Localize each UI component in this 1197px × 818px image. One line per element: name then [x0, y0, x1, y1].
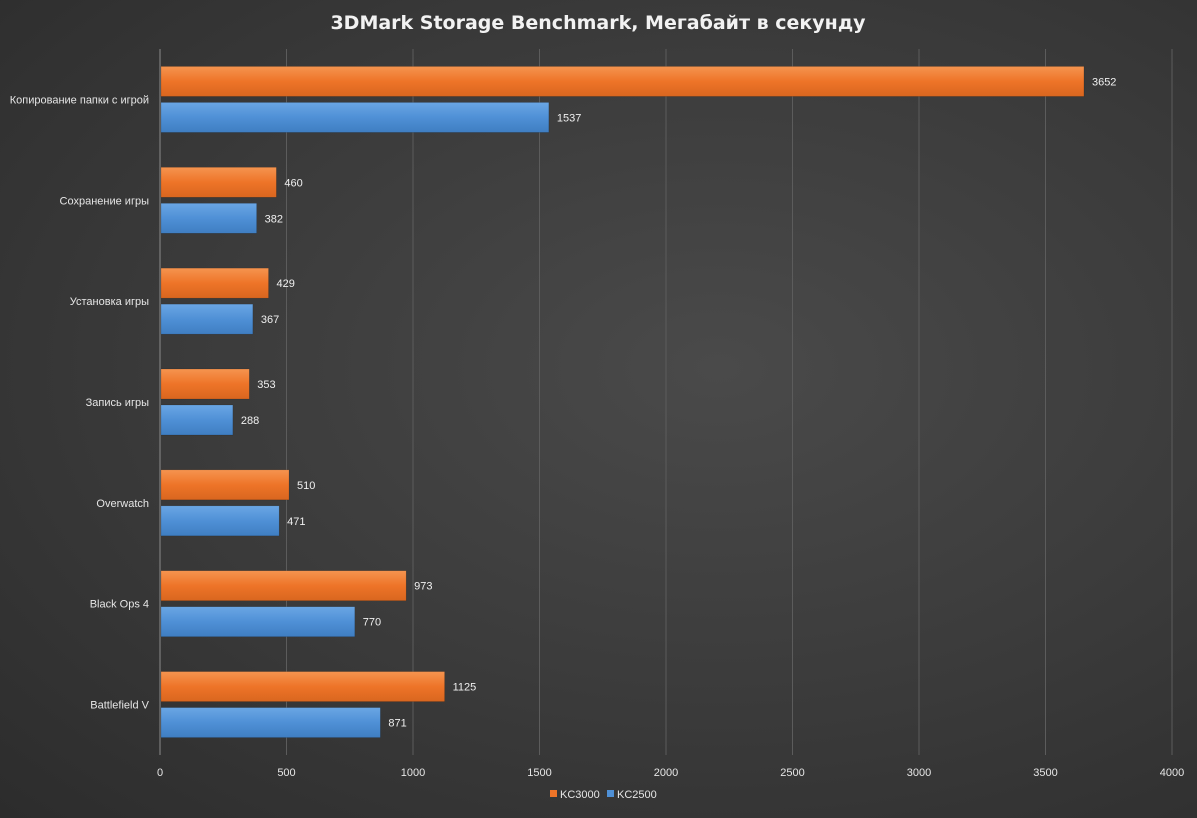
data-label: 973 — [414, 581, 432, 593]
gridlines — [159, 49, 1173, 755]
bar-kc3000 — [160, 167, 277, 198]
legend-swatch-kc3000 — [550, 790, 557, 797]
legend-label: KC2500 — [617, 789, 657, 801]
x-tick-label: 2500 — [780, 767, 804, 779]
x-tick-label: 2000 — [654, 767, 678, 779]
bar-kc3000 — [160, 66, 1085, 97]
bar-kc3000 — [160, 469, 290, 501]
bar-kc2500 — [160, 303, 254, 335]
category-label: Battlefield V — [90, 700, 149, 712]
data-label: 1125 — [453, 682, 477, 694]
bars — [160, 66, 1085, 738]
category-label: Black Ops 4 — [90, 599, 149, 611]
bar-kc3000 — [160, 570, 407, 601]
data-label: 1537 — [557, 112, 581, 124]
x-tick-label: 3000 — [907, 767, 931, 779]
bar-kc2500 — [160, 102, 550, 133]
data-label: 382 — [265, 213, 283, 225]
value-axis: 0 500 1000 1500 2000 2500 3000 3500 4000 — [157, 767, 1184, 779]
bar-kc2500 — [160, 404, 234, 436]
bar-kc2500 — [160, 707, 381, 738]
data-label: 871 — [388, 718, 406, 730]
data-label: 288 — [241, 415, 259, 427]
data-label: 353 — [257, 379, 275, 391]
bar-kc2500 — [160, 505, 280, 537]
data-label: 471 — [287, 516, 305, 528]
category-label: Сохранение игры — [60, 195, 150, 207]
data-label: 3652 — [1092, 76, 1116, 88]
category-label: Overwatch — [96, 498, 149, 510]
chart-title: 3DMark Storage Benchmark, Мегабайт в сек… — [330, 12, 866, 34]
bar-kc3000 — [160, 267, 269, 299]
bar-kc2500 — [160, 606, 356, 637]
x-tick-label: 1000 — [401, 767, 425, 779]
x-tick-label: 1500 — [527, 767, 551, 779]
bar-kc3000 — [160, 671, 445, 702]
legend: KC3000 KC2500 — [550, 789, 657, 801]
legend-swatch-kc2500 — [607, 790, 614, 797]
legend-label: KC3000 — [560, 789, 600, 801]
category-label: Установка игры — [70, 296, 149, 308]
data-label: 770 — [363, 617, 381, 629]
data-labels: 3652 1537 460 382 429 367 353 288 510 471 973 770 11… — [241, 76, 1117, 729]
x-tick-label: 500 — [277, 767, 295, 779]
category-label: Запись игры — [86, 397, 149, 409]
data-label: 429 — [277, 278, 295, 290]
data-label: 367 — [261, 314, 279, 326]
category-label: Копирование папки с игрой — [10, 94, 149, 106]
x-tick-label: 0 — [157, 767, 163, 779]
x-tick-label: 4000 — [1160, 767, 1184, 779]
bar-kc2500 — [160, 203, 257, 234]
data-label: 460 — [284, 177, 302, 189]
category-axis: Копирование папки с игрой Сохранение игры… — [10, 94, 150, 711]
bar-kc3000 — [160, 368, 250, 400]
data-label: 510 — [297, 480, 315, 492]
x-tick-label: 3500 — [1033, 767, 1057, 779]
